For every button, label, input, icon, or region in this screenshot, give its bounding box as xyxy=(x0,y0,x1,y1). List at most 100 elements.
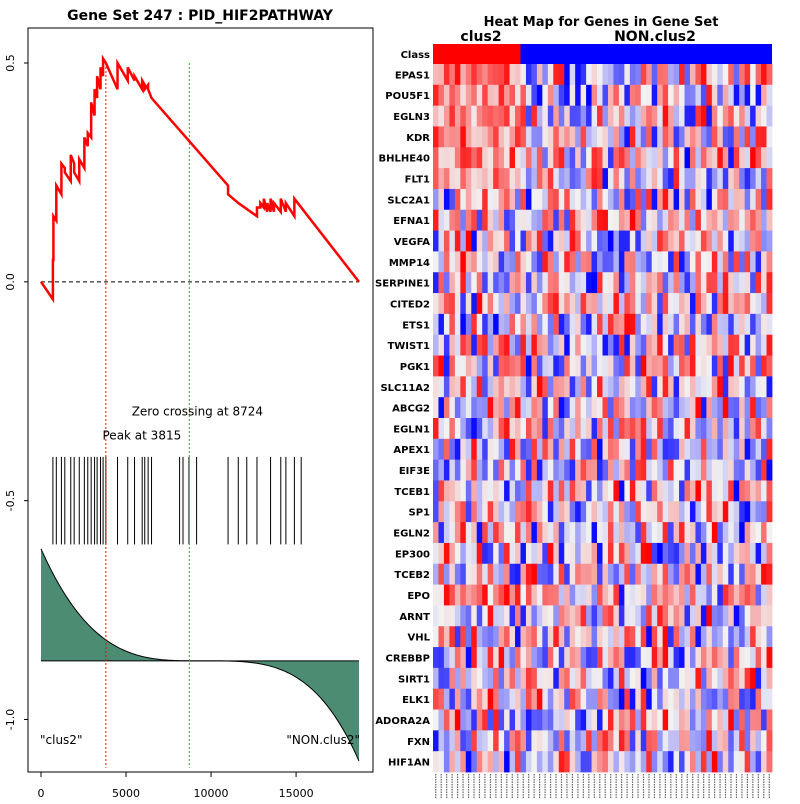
heatmap-cell xyxy=(624,480,631,502)
heatmap-cell xyxy=(700,126,707,148)
heatmap-cell xyxy=(684,480,691,502)
heatmap-cell xyxy=(646,105,653,127)
heatmap-cell xyxy=(509,730,516,752)
heatmap-cell xyxy=(662,105,669,127)
heatmap-cell xyxy=(520,542,527,565)
heatmap-cell xyxy=(547,626,554,648)
heatmap-cell xyxy=(433,626,439,648)
gene-label: MMP14 xyxy=(389,258,430,269)
heatmap-cell xyxy=(657,105,664,127)
heatmap-cell xyxy=(515,480,521,502)
heatmap-cell xyxy=(575,438,582,461)
heatmap-cell xyxy=(646,459,653,481)
heatmap-cell xyxy=(520,730,527,752)
heatmap-cell xyxy=(624,626,631,648)
heatmap-cell xyxy=(761,209,767,231)
heatmap-cell xyxy=(476,647,483,669)
heatmap-cell xyxy=(525,105,532,127)
heatmap-cell xyxy=(487,376,494,398)
heatmap-cell xyxy=(471,501,478,523)
heatmap-cell xyxy=(597,584,603,606)
heatmap-cell xyxy=(553,168,560,190)
heatmap-cell xyxy=(547,542,554,565)
heatmap-cell xyxy=(607,438,614,461)
heatmap-cell xyxy=(624,147,631,169)
heatmap-cell xyxy=(597,188,603,211)
heatmap-cell xyxy=(509,418,516,440)
heatmap-cell xyxy=(618,542,625,565)
heatmap-cell xyxy=(613,64,620,86)
heatmap-cell xyxy=(482,605,489,627)
heatmap-cell xyxy=(531,272,538,294)
heatmap-cell xyxy=(580,542,587,565)
heatmap-cell xyxy=(728,272,735,294)
heatmap-cell xyxy=(629,522,636,544)
heatmap-cell xyxy=(433,126,439,148)
heatmap-cell xyxy=(755,64,762,86)
heatmap-cell xyxy=(443,188,450,211)
heatmap-cell xyxy=(651,251,658,273)
heatmap-cell xyxy=(482,147,489,169)
heatmap-cell xyxy=(684,647,691,669)
heatmap-cell xyxy=(689,230,696,252)
heatmap-cell xyxy=(438,355,445,377)
heatmap-cell xyxy=(640,355,647,377)
heatmap-cell xyxy=(591,542,598,565)
heatmap-cell xyxy=(689,355,696,377)
heatmap-cell xyxy=(509,709,516,731)
heatmap-cell xyxy=(662,355,669,377)
heatmap-cell xyxy=(493,147,500,169)
heatmap-cell xyxy=(635,84,642,107)
heatmap-cell xyxy=(733,730,740,752)
heatmap-cell xyxy=(624,376,631,398)
heatmap-cell xyxy=(607,459,614,481)
heatmap-cell xyxy=(668,667,674,690)
heatmap-cell xyxy=(493,168,500,190)
heatmap-cell xyxy=(449,105,456,127)
heatmap-cell xyxy=(575,418,582,440)
heatmap-cell xyxy=(520,459,527,481)
heatmap-cell xyxy=(443,480,450,502)
heatmap-cell xyxy=(766,667,773,690)
heatmap-cell xyxy=(504,751,510,773)
heatmap-cell xyxy=(761,730,767,752)
heatmap-cell xyxy=(504,584,510,606)
heatmap-cell xyxy=(449,730,456,752)
heatmap-cell xyxy=(553,105,560,127)
heatmap-cell xyxy=(624,355,631,377)
heatmap-cell xyxy=(449,688,456,710)
heatmap-cell xyxy=(531,480,538,502)
heatmap-cell xyxy=(646,293,653,315)
heatmap-cell xyxy=(460,667,467,690)
heatmap-cell xyxy=(547,397,554,419)
heatmap-cell xyxy=(476,293,483,315)
heatmap-cell xyxy=(761,251,767,273)
heatmap-cell xyxy=(651,751,658,773)
heatmap-cell xyxy=(553,376,560,398)
heatmap-cell xyxy=(531,438,538,461)
heatmap-cell xyxy=(624,251,631,273)
heatmap-cell xyxy=(471,459,478,481)
heatmap-cell xyxy=(542,376,549,398)
heatmap-cell xyxy=(695,84,702,107)
heatmap-cell xyxy=(679,730,685,752)
heatmap-cell xyxy=(739,230,746,252)
heatmap-cell xyxy=(482,751,489,773)
heatmap-cell xyxy=(553,418,560,440)
heatmap-cell xyxy=(520,605,527,627)
heatmap-cell xyxy=(580,313,587,336)
heatmap-cell xyxy=(449,64,456,86)
heatmap-cell xyxy=(722,522,729,544)
heatmap-cell xyxy=(646,147,653,169)
heatmap-cell xyxy=(728,355,735,377)
heatmap-cell xyxy=(657,355,664,377)
heatmap-cell xyxy=(744,188,751,211)
heatmap-cell xyxy=(438,126,445,148)
heatmap-cell xyxy=(640,751,647,773)
heatmap-cell xyxy=(476,84,483,107)
heatmap-cell xyxy=(668,272,674,294)
heatmap-cell xyxy=(597,751,603,773)
heatmap-cell xyxy=(460,334,467,356)
heatmap-cell xyxy=(536,251,543,273)
heatmap-cell xyxy=(586,334,592,356)
